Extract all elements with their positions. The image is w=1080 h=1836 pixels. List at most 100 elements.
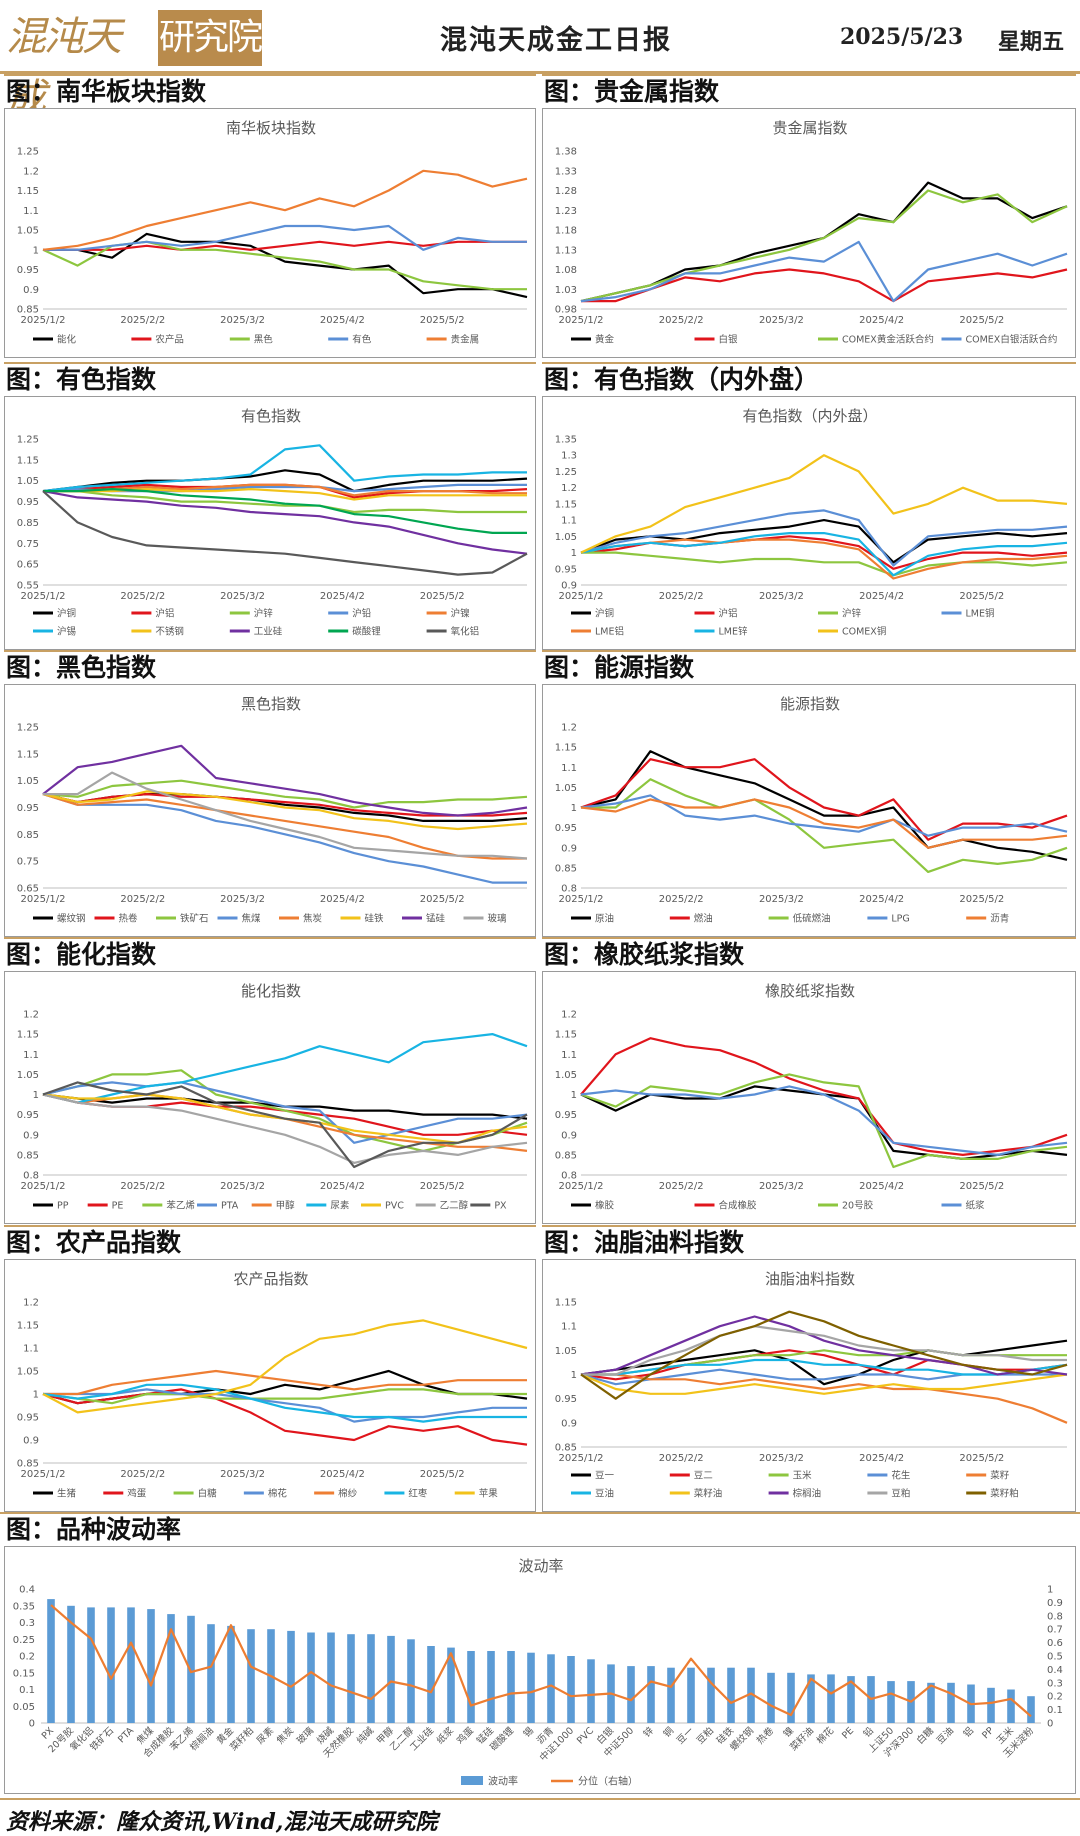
chart-title: 南华板块指数: [226, 119, 316, 137]
volatility-bar: [727, 1667, 735, 1723]
legend-label: 低硫燃油: [793, 913, 831, 925]
x-tick-label: 2025/5/2: [959, 591, 1004, 602]
y-tick-label: 0.95: [17, 1413, 39, 1424]
legend-label: 黑色: [254, 334, 274, 346]
line-chart-panel: 能化指数 1.2 1.15 1.1 1.05 1 0.95 0.9 0.85 0.8 2025/1/…: [4, 971, 536, 1224]
x-tick-label: 2025/4/2: [320, 591, 365, 602]
volatility-bar: [127, 1607, 135, 1723]
chart-title: 黑色指数: [241, 695, 301, 713]
volatility-bar: [407, 1639, 415, 1724]
y-tick-label: 1.15: [17, 455, 39, 466]
legend-label: 硅铁: [365, 913, 385, 925]
x-tick-label: 2025/1/2: [21, 894, 66, 905]
line-chart-panel: 有色指数（内外盘） 1.35 1.3 1.25 1.2 1.15 1.1 1.05 1 0.95 0…: [542, 396, 1076, 650]
y-tick-label: 0.9: [561, 581, 577, 592]
y-tick-label: 0.8: [561, 884, 577, 895]
series-line: [581, 1373, 1068, 1424]
category-label: 白糖: [914, 1724, 936, 1746]
y-tick-label: 1.33: [555, 166, 577, 177]
y2-tick-label: 0.7: [1047, 1625, 1063, 1636]
legend-label: 氧化铝: [451, 626, 480, 638]
section-title: 图：贵金属指数: [544, 77, 720, 106]
x-tick-label: 2025/2/2: [659, 591, 704, 602]
y-tick-label: 0.9: [561, 1418, 577, 1429]
section-divider: [4, 1225, 536, 1227]
line-chart-panel: 有色指数 1.25 1.15 1.05 0.95 0.85 0.75 0.65 0.55 2025…: [4, 396, 536, 650]
legend-label: 不锈钢: [155, 626, 184, 638]
y-tick-label: 1.38: [555, 147, 577, 158]
report-title: 混沌天成金工日报: [440, 25, 672, 56]
volatility-bar: [747, 1667, 755, 1723]
volatility-bar: [847, 1676, 855, 1723]
y-tick-label: 1.2: [23, 1298, 39, 1309]
legend-label: 沪锡: [57, 626, 76, 638]
x-tick-label: 2025/3/2: [220, 315, 265, 326]
volatility-bar: [167, 1614, 175, 1723]
y-tick-label: 0.35: [13, 1601, 35, 1612]
legend-label: 豆一: [595, 1471, 615, 1482]
y-tick-label: 1.15: [555, 1298, 577, 1309]
y-tick-label: 0.95: [555, 1394, 577, 1405]
series-line: [42, 779, 528, 809]
y-tick-label: 1.08: [555, 265, 577, 276]
chart-title: 农产品指数: [233, 1270, 308, 1288]
y-tick-label: 0.85: [17, 1150, 39, 1161]
line-chart-panel: 农产品指数 1.2 1.15 1.1 1.05 1 0.95 0.9 0.85 2025/1/2 2…: [4, 1259, 536, 1512]
legend-label: 螺纹钢: [57, 913, 86, 925]
category-label: 尿素: [254, 1724, 276, 1746]
legend-label: PTA: [221, 1201, 239, 1212]
category-label: 热卷: [754, 1724, 776, 1746]
y-tick-label: 0.95: [17, 1110, 39, 1121]
series-line: [580, 454, 1068, 554]
y-tick-label: 1.1: [23, 1344, 39, 1355]
volatility-bar: [327, 1632, 335, 1723]
x-tick-label: 2025/2/2: [120, 894, 165, 905]
y-tick-label: 0.85: [555, 863, 577, 874]
legend-label: 菜籽: [990, 1470, 1010, 1482]
x-tick-label: 2025/5/2: [420, 1469, 465, 1480]
y2-tick-label: 0.8: [1047, 1611, 1063, 1622]
legend-label: PE: [112, 1201, 124, 1212]
section-divider: [542, 937, 1076, 939]
category-label: 铜: [661, 1725, 676, 1740]
x-tick-label: 2025/2/2: [659, 315, 704, 326]
series-line: [42, 490, 528, 555]
y-tick-label: 0.95: [555, 564, 577, 575]
category-label: 纸浆: [434, 1724, 456, 1746]
y-tick-label: 0.95: [555, 1110, 577, 1121]
legend-label: 沪铜: [595, 608, 614, 620]
legend-label: 花生: [891, 1470, 911, 1482]
legend-label: 纸浆: [966, 1200, 986, 1212]
legend-label: 沪铝: [155, 608, 174, 620]
y2-tick-label: 0.9: [1047, 1598, 1063, 1609]
y-tick-label: 0.75: [17, 857, 39, 868]
category-label: 碳酸锂: [487, 1724, 516, 1753]
legend-label: LME铝: [595, 626, 624, 638]
legend-label: 农产品: [155, 334, 184, 346]
volatility-bar: [667, 1667, 675, 1723]
legend-label: 分位（右轴）: [578, 1775, 638, 1788]
section-divider: [4, 74, 536, 76]
y-tick-label: 0.85: [555, 1443, 577, 1454]
series-line: [43, 483, 527, 497]
y-tick-label: 0.65: [17, 884, 39, 895]
report-weekday: 星期五: [998, 29, 1065, 55]
percentile-line: [50, 1604, 1032, 1718]
legend-label: 锰硅: [426, 913, 446, 925]
series-line: [580, 1037, 1068, 1156]
x-tick-label: 2025/4/2: [859, 1453, 904, 1464]
y-tick-label: 1: [33, 1090, 39, 1101]
series-line: [580, 535, 1068, 570]
y-tick-label: 0.85: [17, 830, 39, 841]
series-line: [580, 1373, 1068, 1395]
y-tick-label: 1.2: [561, 723, 577, 734]
y2-tick-label: 1: [1047, 1585, 1053, 1596]
category-label: 铝: [961, 1725, 976, 1740]
category-label: 玻璃: [294, 1725, 316, 1747]
series-line: [42, 1093, 528, 1164]
legend-label: 棉花: [268, 1488, 288, 1500]
section-divider: [542, 1225, 1076, 1227]
section-divider: [542, 74, 1076, 76]
legend-label: 合成橡胶: [719, 1200, 758, 1212]
series-line: [43, 232, 528, 299]
